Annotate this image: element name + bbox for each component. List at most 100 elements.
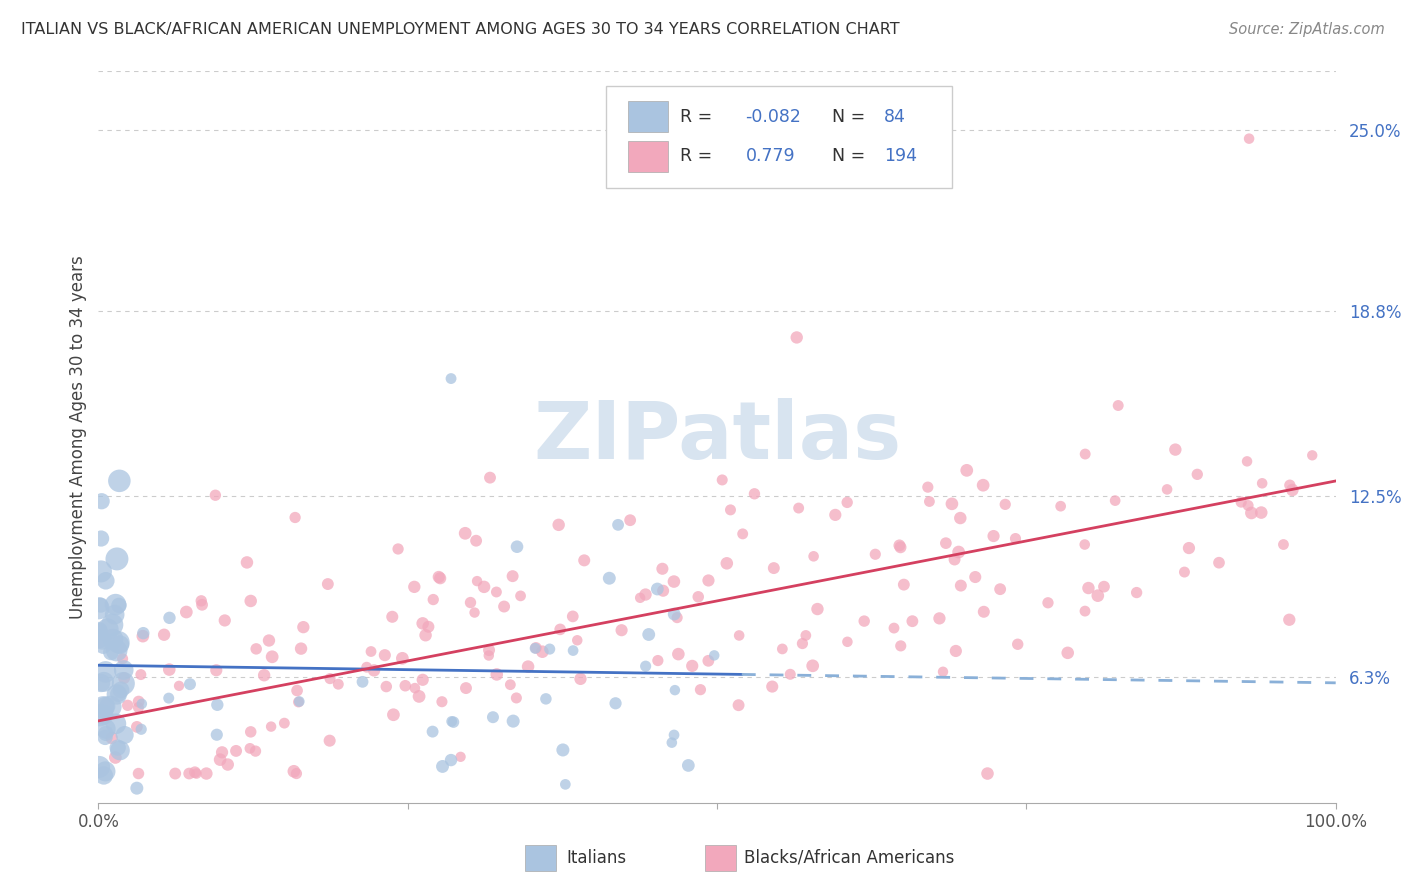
Point [499, 678, 522, 692]
Point [681, 659, 703, 673]
Point [432, 759, 454, 773]
Point [209, 753, 232, 767]
Point [1173, 565, 1195, 579]
Point [422, 724, 444, 739]
Point [110, 682, 132, 697]
Point [287, 695, 309, 709]
Point [1208, 556, 1230, 570]
Point [801, 658, 824, 673]
Point [1104, 493, 1126, 508]
Point [761, 680, 783, 694]
Point [318, 733, 340, 747]
Text: N =: N = [832, 108, 865, 126]
Point [634, 659, 657, 673]
Point [890, 639, 912, 653]
Bar [704, 846, 735, 871]
Point [204, 488, 226, 502]
Point [87, 601, 110, 615]
Point [108, 474, 131, 488]
Point [319, 672, 342, 686]
Point [90, 565, 112, 579]
Point [91, 633, 114, 648]
Point [412, 673, 434, 687]
Text: Source: ZipAtlas.com: Source: ZipAtlas.com [1229, 22, 1385, 37]
Point [949, 511, 972, 525]
Point [988, 582, 1011, 596]
Point [101, 632, 124, 647]
Point [176, 605, 198, 619]
Point [479, 470, 502, 484]
Point [1278, 478, 1301, 492]
Point [1237, 499, 1260, 513]
Point [803, 549, 825, 564]
Point [531, 645, 554, 659]
Point [976, 766, 998, 780]
Point [1074, 604, 1097, 618]
Point [239, 741, 262, 756]
Bar [628, 102, 668, 132]
Point [554, 777, 576, 791]
Point [165, 766, 187, 780]
Point [94, 665, 117, 679]
Point [935, 536, 957, 550]
Point [534, 691, 557, 706]
Point [731, 527, 754, 541]
Text: 0.779: 0.779 [745, 147, 796, 165]
Point [94, 722, 117, 736]
Point [662, 574, 685, 589]
Point [787, 501, 810, 516]
Point [90, 676, 112, 690]
Point [502, 569, 524, 583]
Point [865, 547, 887, 561]
Point [485, 667, 508, 681]
Point [1077, 581, 1099, 595]
Point [716, 557, 738, 571]
Point [440, 753, 463, 767]
Point [1087, 589, 1109, 603]
Point [883, 621, 905, 635]
Point [443, 715, 465, 730]
Point [427, 570, 450, 584]
Point [1272, 537, 1295, 551]
Point [195, 766, 218, 780]
Point [1164, 442, 1187, 457]
Point [107, 635, 129, 649]
Point [720, 503, 742, 517]
Point [770, 642, 793, 657]
Point [104, 607, 127, 622]
Point [607, 517, 630, 532]
Point [548, 623, 571, 637]
Point [628, 591, 651, 605]
Point [87, 624, 110, 639]
Point [128, 695, 150, 709]
Point [973, 605, 995, 619]
Point [794, 628, 817, 642]
Point [191, 598, 214, 612]
Text: N =: N = [832, 147, 865, 165]
Point [972, 478, 994, 492]
Point [837, 495, 859, 509]
Text: ITALIAN VS BLACK/AFRICAN AMERICAN UNEMPLOYMENT AMONG AGES 30 TO 34 YEARS CORRELA: ITALIAN VS BLACK/AFRICAN AMERICAN UNEMPL… [21, 22, 900, 37]
Point [125, 720, 148, 734]
Point [107, 740, 129, 755]
Point [502, 714, 524, 728]
Point [440, 714, 463, 729]
Point [1049, 499, 1071, 513]
Point [374, 648, 396, 662]
Point [1301, 448, 1323, 462]
Point [567, 633, 589, 648]
Point [1056, 646, 1078, 660]
Point [111, 651, 134, 665]
Point [1240, 506, 1263, 520]
Text: 194: 194 [884, 147, 917, 165]
Point [107, 687, 129, 701]
Point [418, 620, 440, 634]
Point [943, 552, 966, 566]
Point [647, 582, 669, 596]
Point [207, 698, 229, 712]
Point [430, 695, 453, 709]
Point [90, 598, 112, 612]
Point [104, 598, 127, 612]
Point [105, 643, 128, 657]
Point [415, 628, 437, 642]
